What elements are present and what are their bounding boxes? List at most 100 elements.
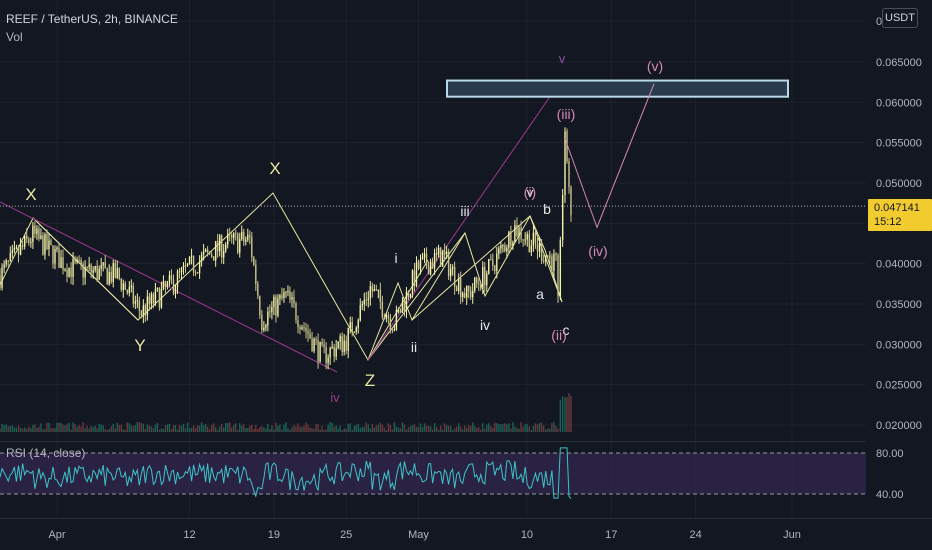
candle-body [486,273,488,286]
candle-body [279,295,281,299]
candle-body [136,300,139,302]
candle-body [476,277,478,284]
candle-body [239,239,241,253]
volume-bar [184,428,187,432]
volume-bar [285,422,287,432]
candle-body [15,247,18,249]
candle-body [255,264,257,284]
candle-body [389,317,392,329]
candle-body [343,340,345,352]
candle-body [233,233,235,238]
candle-body [42,235,44,255]
candle-body [56,247,58,250]
candle-body [333,346,335,357]
volume-bar [237,429,239,432]
volume-bar [265,428,267,432]
volume-bar [84,428,86,432]
candle-body [277,298,279,316]
candle-body [472,290,474,298]
wave-label: iv [480,317,490,333]
volume-bar [488,423,490,432]
volume-bar [506,424,508,432]
candle-body [13,248,16,251]
candle-body [409,293,412,298]
candle-body [534,232,537,244]
volume-bar [478,427,480,432]
candle-body [68,267,70,277]
candle-body [54,249,56,264]
candle-body [293,297,295,304]
volume-bar [182,423,185,432]
volume-bar [449,425,452,432]
candle-body [5,260,7,265]
candle-body [231,235,233,238]
candle-body [391,328,394,330]
candle-body [162,280,165,289]
volume-bar [281,429,283,432]
volume-bar [126,422,128,432]
price-tick-label: 0.050000 [876,178,922,190]
candle-body [212,256,215,261]
candle-body [331,346,333,348]
projected-wave-path [564,83,655,229]
candle-body [553,253,555,271]
candle-body [463,293,466,298]
volume-bar [60,422,62,432]
volume-bar [303,425,305,432]
candle-body [545,255,547,262]
candle-body [339,336,341,342]
volume-bar [225,422,227,432]
candle-body [48,240,50,250]
candle-body [126,289,128,293]
candle-body [140,310,143,316]
rsi-level-label: 40.00 [876,489,904,501]
volume-bar [9,425,11,432]
candle-body [174,286,177,294]
volume-bar [433,423,436,432]
rsi-label[interactable]: RSI (14, close) [6,446,86,460]
volume-bar [492,427,494,432]
candle-body [186,264,189,266]
candle-body [419,259,422,269]
volume-bar [339,425,341,432]
volume-bar [441,429,444,432]
volume-bar [146,424,149,432]
volume-bar [269,429,271,432]
volume-bar [431,429,434,432]
symbol-title[interactable]: REEF / TetherUS, 2h, BINANCE [6,12,178,26]
time-tick-label: 17 [605,529,617,541]
volume-bar [192,425,195,432]
candle-body [321,342,323,345]
volume-bar [547,428,549,432]
candle-body [88,264,90,268]
time-tick-label: 10 [521,529,533,541]
volume-bar [174,424,177,432]
volume-bar [255,424,257,432]
volume-bar [363,426,365,432]
abc-lines [529,215,563,303]
currency-button[interactable]: USDT [882,8,918,28]
price-tick-label: 0.030000 [876,339,922,351]
candle-body [235,233,237,235]
volume-label[interactable]: Vol [6,30,23,44]
candle-body [130,285,133,288]
volume-bar [407,427,410,432]
candle-body [319,342,321,362]
volume-bar [74,424,76,432]
candle-body [361,304,363,306]
volume-bar [474,425,476,432]
candle-body [355,327,357,332]
candle-body [341,336,343,352]
volume-bar [468,425,470,432]
candle-body [522,239,524,241]
candle-body [237,234,239,253]
volume-bar [142,423,145,432]
volume-bar [194,428,197,432]
volume-bar [486,424,488,432]
candle-body [283,292,285,298]
candle-body [504,245,506,252]
candle-body [154,289,157,304]
wave-label: (iii) [557,106,576,122]
volume-bar [19,427,22,432]
volume-bar [429,426,432,432]
